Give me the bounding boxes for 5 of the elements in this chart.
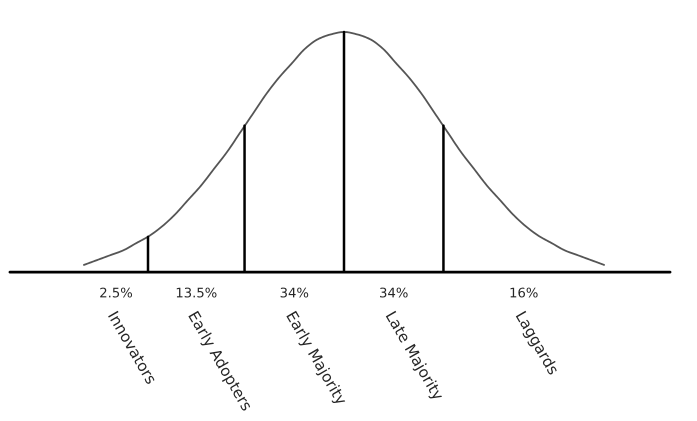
data-label: 34% (280, 288, 308, 298)
data-label: 34% (380, 288, 408, 298)
data-label: 16% (510, 288, 538, 298)
data-label: 13.5% (176, 288, 217, 298)
data-label: 2.5% (100, 288, 132, 298)
